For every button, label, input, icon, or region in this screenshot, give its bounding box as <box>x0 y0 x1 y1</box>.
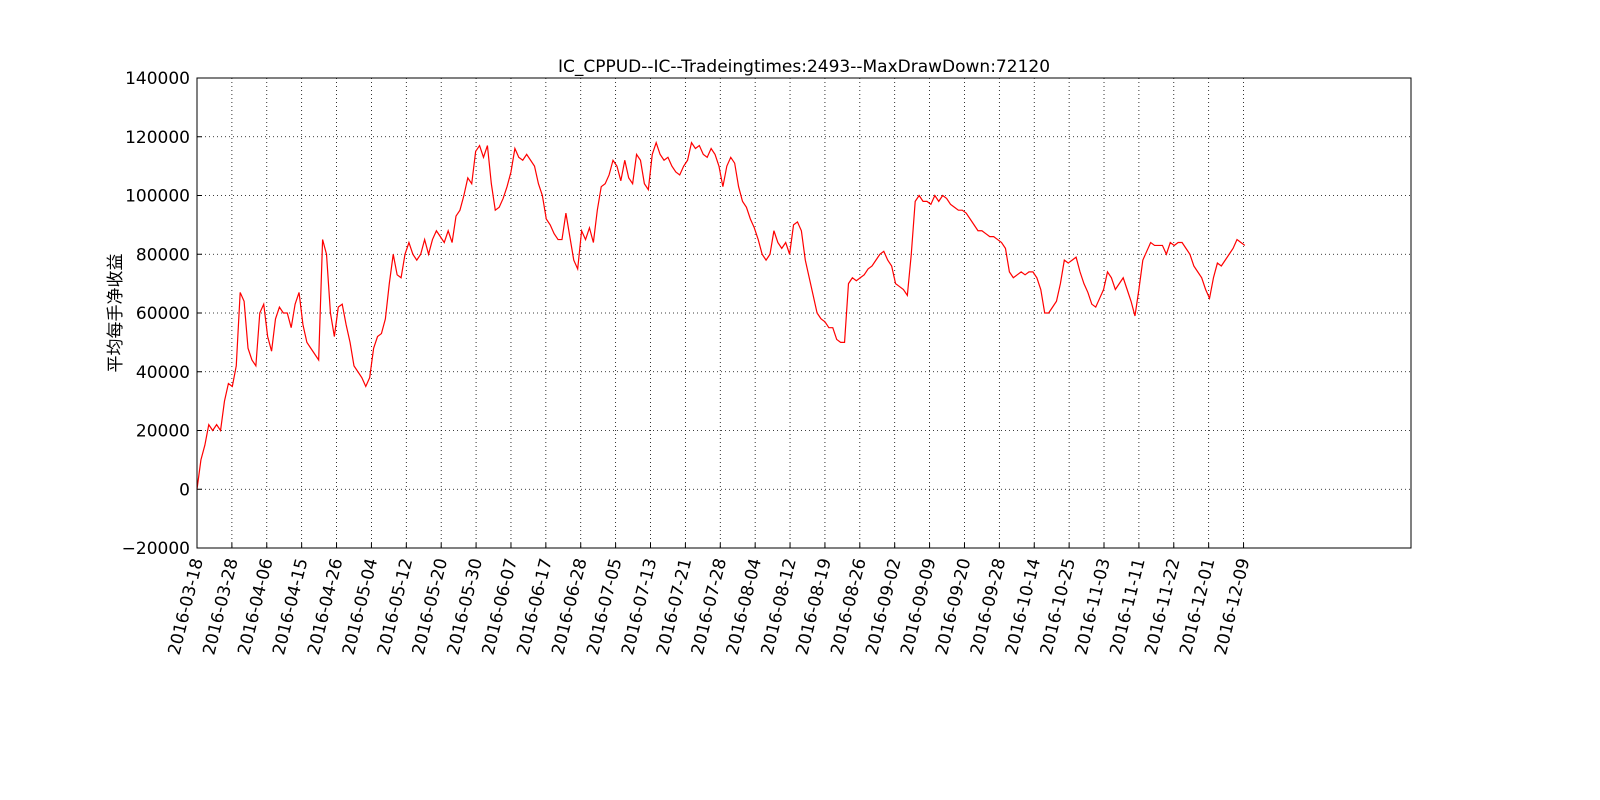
y-tick-label: 20000 <box>136 422 190 442</box>
plot-frame <box>196 77 1412 549</box>
y-tick-label: −20000 <box>122 539 190 559</box>
y-tick-label: 120000 <box>125 128 190 148</box>
y-tick-label: 60000 <box>136 304 190 324</box>
data-line <box>196 140 1246 490</box>
y-axis-label: 平均每手净收益 <box>106 254 126 373</box>
chart-title: IC_CPPUD--IC--Tradeingtimes:2493--MaxDra… <box>558 57 1050 77</box>
y-tick-label: 0 <box>179 480 190 500</box>
y-tick-label: 100000 <box>125 187 190 207</box>
y-tick-label: 140000 <box>125 69 190 89</box>
y-tick-label: 40000 <box>136 363 190 383</box>
y-tick-label: 80000 <box>136 245 190 265</box>
